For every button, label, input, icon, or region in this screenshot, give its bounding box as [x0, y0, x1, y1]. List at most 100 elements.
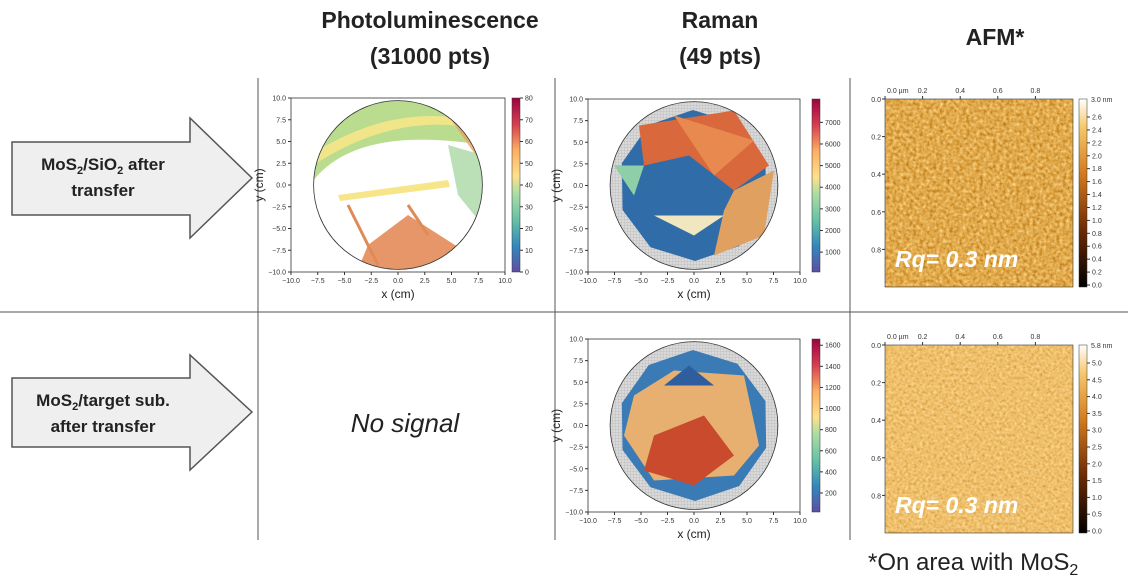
x-tick-label: 0.4: [955, 334, 965, 341]
x-tick-label: 7.5: [769, 518, 779, 525]
x-tick-label: 0.6: [993, 334, 1003, 341]
wafer-outline: [313, 100, 483, 270]
colorbar-tick-label: 0.6: [1092, 244, 1102, 251]
afm-panel: 0.0 µm 0.2 0.4 0.6 0.8 0.0 0.2 0.4 0.6 0.8 5.8 nm 5…: [871, 334, 1112, 536]
colorbar: [811, 338, 821, 513]
x-tick-label: 7.5: [473, 278, 483, 285]
colorbar-tick-label: 600: [825, 448, 837, 455]
y-tick-label: 7.5: [573, 358, 583, 365]
map-streak: [406, 204, 430, 236]
x-tick-label: 5.0: [742, 278, 752, 285]
x-tick-label: −2.5: [364, 278, 378, 285]
row-label: MoS2/SiO2 after: [41, 155, 165, 177]
colorbar-tick-label: 70: [525, 117, 533, 124]
x-tick-label: 0.2: [918, 88, 928, 95]
y-tick-label: 0.6: [871, 456, 881, 463]
y-tick-label: 2.5: [573, 161, 583, 168]
colorbar-tick-label: 4000: [825, 185, 841, 192]
y-tick-label: 0.8: [871, 493, 881, 500]
label-part: /SiO: [83, 155, 117, 174]
label-part: after transfer: [51, 417, 156, 436]
colorbar-tick-label: 1.8: [1092, 166, 1102, 173]
colorbar-max-label: 3.0 nm: [1091, 97, 1113, 104]
map-region: [714, 170, 774, 256]
table-lines: [0, 78, 1128, 540]
wafer-outline: [609, 101, 779, 270]
afm-frame: [884, 344, 1074, 534]
x-tick-label: 5.0: [447, 278, 457, 285]
x-tick-label: 0.0: [689, 278, 699, 285]
y-tick-label: 10.0: [569, 337, 583, 344]
y-tick-label: 0.0: [573, 183, 583, 190]
colorbar-tick-label: 0.8: [1092, 231, 1102, 238]
y-tick-label: −2.5: [272, 204, 286, 211]
colorbar-tick-label: 2.4: [1092, 127, 1102, 134]
afm-image: [885, 99, 1073, 287]
x-tick-label: 7.5: [769, 278, 779, 285]
colorbar-tick-label: 2.0: [1092, 153, 1102, 160]
row-label: transfer: [71, 181, 135, 200]
x-tick-label: 0.6: [993, 88, 1003, 95]
x-axis-label: x (cm): [677, 287, 710, 301]
map-region: [664, 365, 714, 386]
map-image: [313, 100, 483, 270]
colorbar: [811, 98, 821, 273]
x-tick-label: −10.0: [282, 278, 300, 285]
x-tick-label: 0.2: [918, 334, 928, 341]
y-tick-label: −5.0: [569, 226, 583, 233]
y-tick-label: 0.0: [871, 97, 881, 104]
label-part: after: [123, 155, 165, 174]
colorbar-tick-label: 0.4: [1092, 257, 1102, 264]
x-tick-label: 0.8: [1031, 88, 1041, 95]
colorbar-tick-label: 2.2: [1092, 140, 1102, 147]
colorbar-tick-label: 5000: [825, 163, 841, 170]
y-tick-label: 0.0: [871, 343, 881, 350]
map-region: [644, 415, 734, 486]
x-tick-label: 0.0 µm: [887, 88, 909, 95]
y-tick-label: 5.0: [573, 380, 583, 387]
y-tick-label: 0.4: [871, 172, 881, 179]
colorbar-tick-label: 5.0: [1092, 361, 1102, 368]
y-tick-label: −10.0: [565, 270, 583, 277]
map-image: [610, 341, 778, 510]
y-tick-label: −10.0: [268, 270, 286, 277]
colorbar-tick-label: 0: [525, 270, 529, 277]
y-tick-label: 2.5: [276, 161, 286, 168]
x-tick-label: 2.5: [420, 278, 430, 285]
subscript: 2: [77, 165, 83, 177]
colorbar: [1078, 344, 1088, 534]
x-axis-label: x (cm): [677, 527, 710, 541]
map-region: [674, 115, 754, 176]
map-streak: [346, 204, 380, 266]
y-tick-label: 10.0: [272, 96, 286, 103]
label-part: MoS: [41, 155, 77, 174]
colorbar-tick-label: 1.6: [1092, 179, 1102, 186]
y-tick-label: −2.5: [569, 205, 583, 212]
colorbar-tick-label: 1.4: [1092, 192, 1102, 199]
colorbar-tick-label: 1.0: [1092, 218, 1102, 225]
x-tick-label: −2.5: [661, 518, 675, 525]
x-tick-label: −5.0: [338, 278, 352, 285]
colorbar-tick-label: 40: [525, 183, 533, 190]
roughness-label: Rq= 0.3 nm: [895, 246, 1018, 272]
colorbar-tick-label: 4.0: [1092, 394, 1102, 401]
y-tick-label: −7.5: [272, 248, 286, 255]
x-tick-label: −10.0: [579, 278, 597, 285]
x-tick-label: 0.0 µm: [887, 334, 909, 341]
y-tick-label: −10.0: [565, 510, 583, 517]
x-tick-label: −10.0: [579, 518, 597, 525]
footnote: *On area with MoS2: [868, 549, 1078, 579]
y-tick-label: 7.5: [573, 118, 583, 125]
colorbar-tick-label: 4.5: [1092, 377, 1102, 384]
colorbar-tick-label: 0.5: [1092, 512, 1102, 519]
subscript: 2: [117, 165, 123, 177]
x-tick-label: −7.5: [608, 518, 622, 525]
x-tick-label: 10.0: [793, 278, 807, 285]
y-tick-label: 0.0: [573, 423, 583, 430]
y-tick-label: 2.5: [573, 401, 583, 408]
arrow: [11, 353, 254, 472]
x-tick-label: 10.0: [793, 518, 807, 525]
colorbar-tick-label: 3.5: [1092, 411, 1102, 418]
y-tick-label: −5.0: [569, 466, 583, 473]
